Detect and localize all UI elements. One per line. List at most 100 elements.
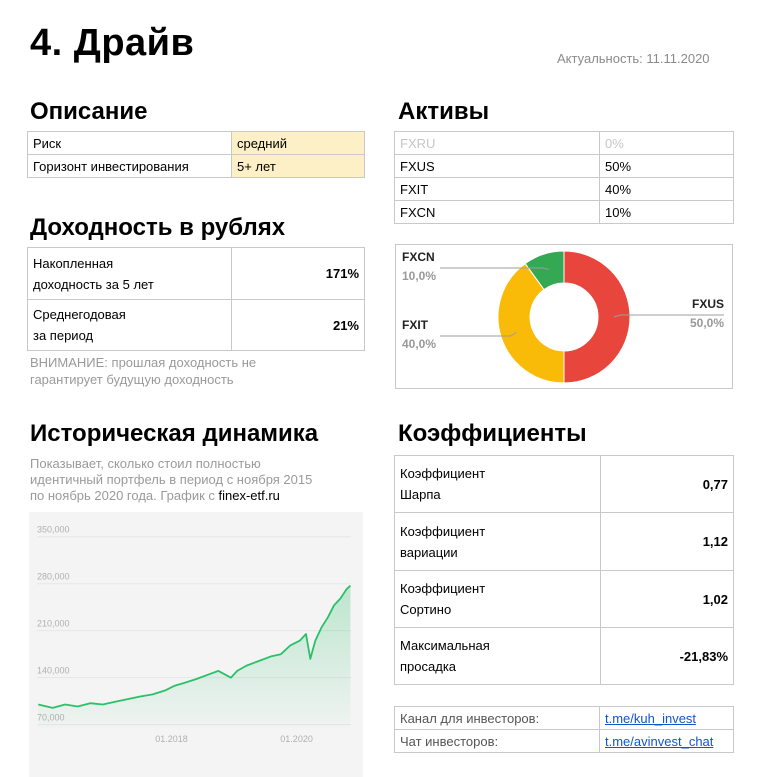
table-row: FXRU 0% [394,131,734,155]
risk-label: Риск [27,131,232,155]
chat-link[interactable]: t.me/avinvest_chat [605,733,714,749]
horizon-value: 5+ лет [231,154,365,178]
sortino-label: Коэффициент Сортино [394,570,601,628]
max-drawdown-value: -21,83% [600,627,734,685]
sharpe-label: Коэффициент Шарпа [394,455,601,513]
coefficients-heading: Коэффициенты [398,420,587,447]
label-line: за период [33,328,94,343]
donut-leader-line [440,267,549,270]
desc-line: идентичный портфель в период с ноября 20… [30,472,313,487]
label-line: просадка [400,659,457,674]
channel-label: Канал для инвесторов: [394,706,600,730]
asset-ticker: FXRU [394,131,600,155]
history-heading: Историческая динамика [30,420,319,447]
donut-label-value: 40,0% [402,337,436,351]
donut-leader-line [613,314,724,318]
history-line [38,585,352,709]
chat-link-cell: t.me/avinvest_chat [599,729,734,753]
description-heading: Описание [30,98,148,125]
label-line: Коэффициент [400,466,486,481]
label-line: Накопленная [33,255,114,271]
returns-heading: Доходность в рублях [30,214,286,241]
label-line: Максимальная [400,638,490,653]
x-tick-label: 01.2018 [155,734,188,744]
label-line: Среднегодовая [33,307,126,322]
label-line: Коэффициент [400,581,486,596]
asset-ticker: FXIT [394,177,600,201]
desc-line: Показывает, сколько стоил полностью [30,456,261,471]
table-row: Коэффициент Шарпа 0,77 [394,455,734,513]
variation-label: Коэффициент вариации [394,512,601,571]
donut-slice-fxcn [524,250,565,291]
sortino-value: 1,02 [600,570,734,628]
channel-link-cell: t.me/kuh_invest [599,706,734,730]
y-tick-label: 350,000 [37,525,70,535]
table-row: Горизонт инвестирования 5+ лет [27,154,365,178]
coefficients-table: Коэффициент Шарпа 0,77 Коэффициент вариа… [394,455,734,685]
donut-label-value: 10,0% [402,269,436,283]
history-description: Показывает, сколько стоил полностью иден… [30,456,312,504]
table-row: Накопленная доходность за 5 лет 171% [27,247,365,300]
assets-table: FXRU 0% FXUS 50% FXIT 40% FXCN 10% [394,131,734,224]
table-row: Риск средний [27,131,365,155]
label-line: Шарпа [400,487,441,502]
donut-slice-fxus [563,250,631,384]
asset-share: 0% [599,131,734,155]
desc-prefix: по ноябрь 2020 года. График с [30,488,219,503]
y-tick-label: 210,000 [37,619,70,629]
history-chart-svg: 350,000280,000210,000140,00070,00001.201… [37,525,352,744]
page-title: 4. Драйв [30,22,195,64]
table-row: FXUS 50% [394,154,734,178]
asset-ticker: FXCN [394,200,600,224]
history-chart: 350,000280,000210,000140,00070,00001.201… [29,512,363,777]
table-row: FXIT 40% [394,177,734,201]
y-tick-label: 280,000 [37,572,70,582]
asset-share: 40% [599,177,734,201]
chat-label: Чат инвесторов: [394,729,600,753]
label-line: Сортино [400,602,452,617]
annual-return-label: Среднегодовая за период [27,299,232,351]
note-line: гарантирует будущую доходность [30,372,234,387]
donut-label-name: FXCN [402,250,435,264]
donut-label-name: FXUS [692,297,724,311]
returns-table: Накопленная доходность за 5 лет 171% Сре… [27,247,365,351]
donut-leader-line [440,332,517,337]
channel-link[interactable]: t.me/kuh_invest [605,710,697,726]
table-row: Максимальная просадка -21,83% [394,627,734,685]
table-row: Среднегодовая за период 21% [27,299,365,351]
label-line: доходность за 5 лет [33,276,154,292]
variation-value: 1,12 [600,512,734,571]
horizon-label: Горизонт инвестирования [27,154,232,178]
risk-value: средний [231,131,365,155]
returns-warning: ВНИМАНИЕ: прошлая доходность не гарантир… [30,354,256,388]
table-row: Коэффициент Сортино 1,02 [394,570,734,628]
updated-date: Актуальность: 11.11.2020 [557,51,710,66]
accumulated-return-label: Накопленная доходность за 5 лет [27,247,232,300]
description-table: Риск средний Горизонт инвестирования 5+ … [27,131,365,178]
table-row: FXCN 10% [394,200,734,224]
links-table: Канал для инвесторов: t.me/kuh_invest Ча… [394,706,734,753]
sharpe-value: 0,77 [600,455,734,513]
table-row: Канал для инвесторов: t.me/kuh_invest [394,706,734,730]
label-line: Коэффициент [400,523,486,539]
allocation-chart-svg: FXUS 50,0% FXIT 40,0% FXCN 10,0% [402,250,724,384]
desc-line: по ноябрь 2020 года. График с finex-etf.… [30,488,312,504]
allocation-chart: FXUS 50,0% FXIT 40,0% FXCN 10,0% [395,244,733,389]
table-row: Чат инвесторов: t.me/avinvest_chat [394,729,734,753]
donut-label-value: 50,0% [690,316,724,330]
asset-share: 10% [599,200,734,224]
max-drawdown-label: Максимальная просадка [394,627,601,685]
annual-return-value: 21% [231,299,365,351]
accumulated-return-value: 171% [231,247,365,300]
assets-heading: Активы [398,98,490,125]
history-area [38,585,351,728]
note-line: ВНИМАНИЕ: прошлая доходность не [30,355,257,370]
x-tick-label: 01.2020 [280,734,313,744]
asset-ticker: FXUS [394,154,600,178]
source-link[interactable]: finex-etf.ru [218,488,280,503]
donut-slice-fxit [497,262,565,384]
asset-share: 50% [599,154,734,178]
donut-label-name: FXIT [402,318,429,332]
label-line: вариации [400,544,458,560]
y-tick-label: 140,000 [37,666,70,676]
